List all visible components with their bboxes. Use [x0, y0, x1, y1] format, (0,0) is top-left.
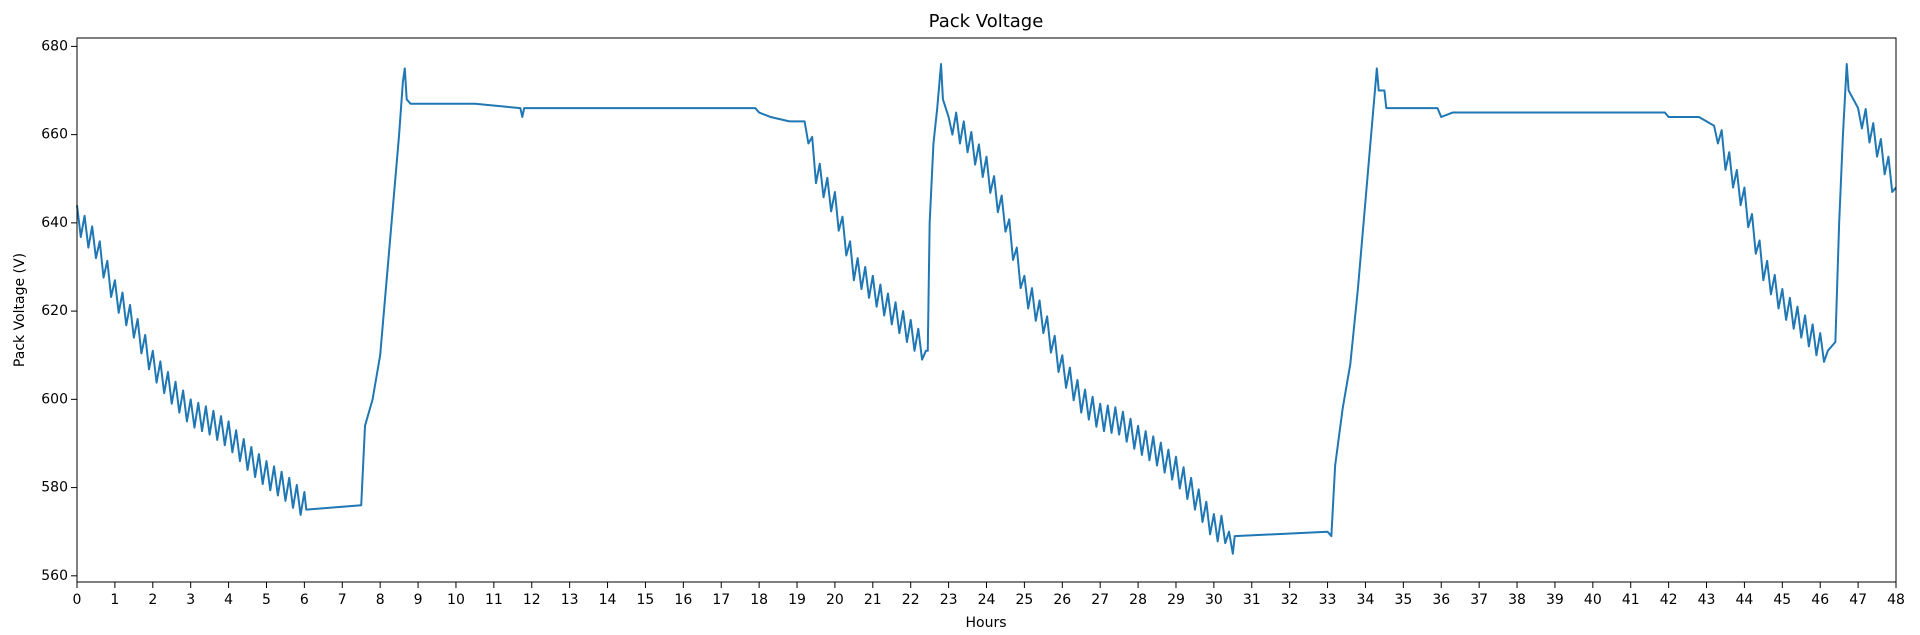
x-tick-label: 15 — [637, 592, 655, 608]
x-tick-label: 19 — [788, 592, 806, 608]
x-tick-label: 25 — [1015, 592, 1033, 608]
x-tick-label: 38 — [1508, 592, 1526, 608]
x-tick-label: 47 — [1849, 592, 1867, 608]
x-tick-label: 22 — [902, 592, 920, 608]
x-tick-label: 1 — [110, 592, 119, 608]
y-tick-label: 660 — [41, 127, 68, 143]
x-tick-label: 21 — [864, 592, 882, 608]
x-tick-label: 9 — [414, 592, 423, 608]
y-axis-label: Pack Voltage (V) — [12, 253, 28, 367]
y-tick-label: 600 — [41, 391, 68, 407]
chart-title: Pack Voltage — [929, 11, 1044, 32]
x-tick-label: 33 — [1319, 592, 1337, 608]
x-tick-label: 14 — [599, 592, 617, 608]
x-tick-label: 44 — [1736, 592, 1754, 608]
y-tick-label: 560 — [41, 568, 68, 584]
x-axis-label: Hours — [965, 615, 1006, 631]
x-tick-label: 31 — [1243, 592, 1261, 608]
x-tick-label: 46 — [1811, 592, 1829, 608]
y-tick-label: 620 — [41, 303, 68, 319]
x-tick-label: 8 — [376, 592, 385, 608]
x-tick-label: 12 — [523, 592, 541, 608]
x-tick-label: 34 — [1357, 592, 1375, 608]
x-tick-label: 10 — [447, 592, 465, 608]
x-tick-label: 24 — [978, 592, 996, 608]
y-tick-label: 640 — [41, 215, 68, 231]
x-tick-label: 43 — [1698, 592, 1716, 608]
x-tick-label: 5 — [262, 592, 271, 608]
x-tick-label: 30 — [1205, 592, 1223, 608]
x-tick-label: 11 — [485, 592, 503, 608]
x-tick-label: 18 — [750, 592, 768, 608]
x-tick-label: 26 — [1053, 592, 1071, 608]
x-tick-label: 27 — [1091, 592, 1109, 608]
x-tick-label: 40 — [1584, 592, 1602, 608]
x-tick-label: 29 — [1167, 592, 1185, 608]
x-tick-label: 20 — [826, 592, 844, 608]
x-tick-label: 45 — [1773, 592, 1791, 608]
x-tick-label: 32 — [1281, 592, 1299, 608]
x-tick-label: 35 — [1394, 592, 1412, 608]
x-tick-label: 28 — [1129, 592, 1147, 608]
x-tick-label: 2 — [148, 592, 157, 608]
y-tick-label: 580 — [41, 480, 68, 496]
x-tick-label: 39 — [1546, 592, 1564, 608]
x-tick-label: 13 — [561, 592, 579, 608]
y-tick-label: 680 — [41, 38, 68, 54]
x-tick-label: 6 — [300, 592, 309, 608]
plot-frame — [76, 37, 1897, 583]
x-tick-label: 42 — [1660, 592, 1678, 608]
x-tick-label: 17 — [712, 592, 730, 608]
x-tick-label: 3 — [186, 592, 195, 608]
x-tick-label: 23 — [940, 592, 958, 608]
x-tick-label: 16 — [674, 592, 692, 608]
x-tick-label: 7 — [338, 592, 347, 608]
x-tick-label: 4 — [224, 592, 233, 608]
x-tick-label: 36 — [1432, 592, 1450, 608]
x-tick-label: 37 — [1470, 592, 1488, 608]
x-tick-label: 48 — [1887, 592, 1905, 608]
x-tick-label: 41 — [1622, 592, 1640, 608]
data-line — [76, 63, 1897, 555]
x-tick-label: 0 — [73, 592, 82, 608]
